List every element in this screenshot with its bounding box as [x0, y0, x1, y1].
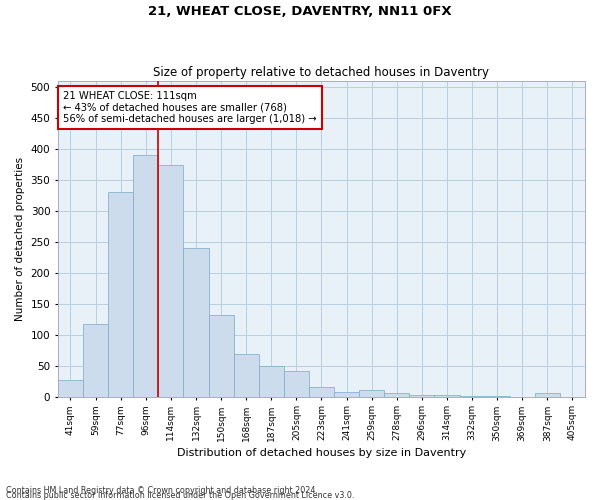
Bar	[535, 393, 560, 396]
Bar	[184, 248, 209, 396]
Bar	[83, 324, 108, 396]
Bar	[384, 394, 409, 396]
Bar	[158, 164, 184, 396]
Bar	[359, 390, 384, 396]
Bar	[209, 315, 233, 396]
Bar	[334, 392, 359, 396]
Bar	[233, 354, 259, 397]
Text: Contains HM Land Registry data © Crown copyright and database right 2024.: Contains HM Land Registry data © Crown c…	[6, 486, 318, 495]
Bar	[108, 192, 133, 396]
Text: 21, WHEAT CLOSE, DAVENTRY, NN11 0FX: 21, WHEAT CLOSE, DAVENTRY, NN11 0FX	[148, 5, 452, 18]
Text: Contains public sector information licensed under the Open Government Licence v3: Contains public sector information licen…	[6, 491, 355, 500]
Title: Size of property relative to detached houses in Daventry: Size of property relative to detached ho…	[154, 66, 490, 78]
Y-axis label: Number of detached properties: Number of detached properties	[15, 156, 25, 321]
Bar	[58, 380, 83, 396]
Bar	[284, 370, 309, 396]
X-axis label: Distribution of detached houses by size in Daventry: Distribution of detached houses by size …	[177, 448, 466, 458]
Bar	[259, 366, 284, 396]
Bar	[133, 156, 158, 396]
Bar	[309, 388, 334, 396]
Text: 21 WHEAT CLOSE: 111sqm
← 43% of detached houses are smaller (768)
56% of semi-de: 21 WHEAT CLOSE: 111sqm ← 43% of detached…	[63, 90, 317, 124]
